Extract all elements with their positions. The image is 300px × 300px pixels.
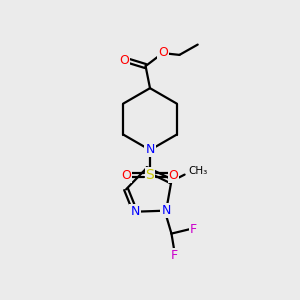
Text: O: O: [158, 46, 168, 59]
Text: S: S: [146, 168, 154, 182]
Text: N: N: [130, 205, 140, 218]
Text: F: F: [190, 223, 197, 236]
Text: N: N: [145, 143, 155, 157]
Text: N: N: [161, 204, 171, 217]
Text: CH₃: CH₃: [188, 166, 207, 176]
Text: F: F: [171, 249, 178, 262]
Text: O: O: [169, 169, 178, 182]
Text: O: O: [122, 169, 131, 182]
Text: O: O: [119, 54, 129, 67]
